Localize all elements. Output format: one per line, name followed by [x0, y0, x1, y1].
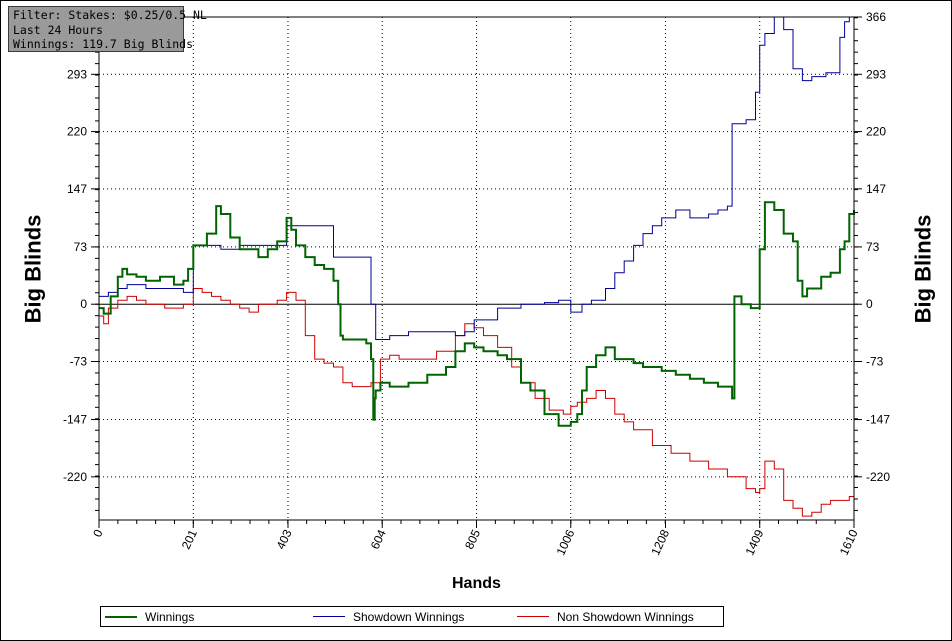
y-tick-label-left: 293	[67, 67, 87, 81]
filter-stakes-text: Filter: Stakes: $0.25/0.5 NL	[13, 8, 207, 22]
y-tick-label-right: 220	[866, 125, 886, 139]
y-tick-label-left: 220	[67, 125, 87, 139]
y-tick-label-left: 147	[67, 182, 87, 196]
plot-area	[99, 17, 854, 520]
legend-label-winnings: Winnings	[145, 609, 195, 624]
y-axis-label-right: Big Blinds	[909, 214, 935, 323]
y-tick-label-left: 73	[74, 240, 88, 254]
x-tick-label: 1006	[554, 527, 578, 557]
legend-item-non-showdown: Non Showdown Winnings	[517, 607, 694, 626]
legend-swatch-non-showdown	[517, 616, 549, 617]
y-tick-label-right: -220	[866, 470, 890, 484]
x-axis-label: Hands	[452, 575, 501, 592]
x-tick-label: 1409	[742, 527, 766, 557]
legend-swatch-winnings	[105, 615, 137, 618]
chart-legend: Winnings Showdown Winnings Non Showdown …	[100, 606, 724, 627]
y-tick-label-right: 147	[866, 182, 886, 196]
y-tick-label-left: -73	[70, 354, 88, 368]
filter-info-box: Filter: Stakes: $0.25/0.5 NL Last 24 Hou…	[8, 6, 207, 52]
x-tick-label: 1208	[648, 527, 672, 557]
x-tick-label: 0	[90, 527, 106, 539]
y-tick-label-right: 366	[866, 10, 886, 24]
legend-item-winnings: Winnings	[105, 607, 194, 626]
legend-label-non-showdown: Non Showdown Winnings	[557, 609, 694, 624]
plot-border	[98, 16, 855, 521]
x-tick-label: 805	[462, 527, 483, 551]
y-tick-label-left: -220	[63, 470, 87, 484]
x-tick-label: 403	[274, 527, 295, 551]
x-tick-label: 201	[179, 527, 200, 551]
y-tick-label-right: 73	[866, 240, 880, 254]
x-tick-label: 604	[368, 527, 389, 551]
y-tick-label-right: -73	[866, 354, 884, 368]
legend-item-showdown: Showdown Winnings	[313, 607, 464, 626]
filter-period-text: Last 24 Hours	[13, 22, 104, 37]
x-tick-label: 1610	[837, 527, 861, 557]
y-tick-label-left: -147	[63, 413, 87, 427]
legend-swatch-showdown	[313, 616, 345, 617]
y-tick-label-right: 293	[866, 67, 886, 81]
legend-label-showdown: Showdown Winnings	[353, 609, 465, 624]
y-axis-label-left: Big Blinds	[19, 214, 45, 323]
y-tick-label-right: 0	[866, 297, 873, 311]
y-tick-label-left: 0	[80, 297, 87, 311]
series-line-winnings	[99, 201, 855, 427]
y-tick-label-right: -147	[866, 413, 890, 427]
filter-winnings-text: Winnings: 119.7 Big Blinds	[13, 37, 194, 51]
